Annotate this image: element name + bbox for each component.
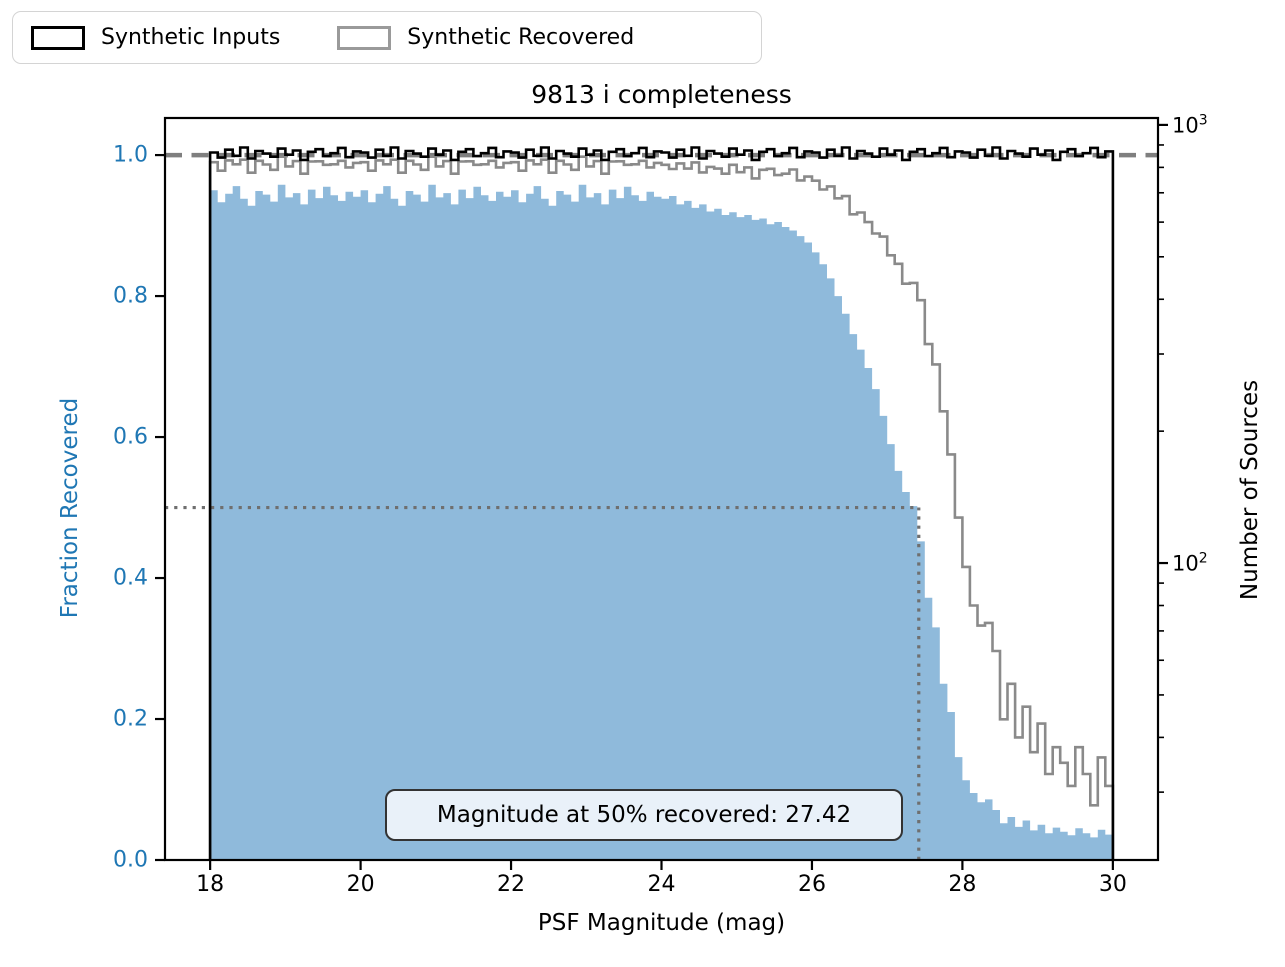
synthetic-recovered-step (208, 155, 1115, 860)
legend-label-inputs: Synthetic Inputs (101, 25, 281, 50)
fraction-recovered-hist (210, 184, 1113, 860)
x-tick-label: 24 (647, 872, 676, 897)
y-left-tick-label: 0.4 (113, 565, 148, 591)
x-tick-label: 22 (497, 872, 526, 897)
x-tick-label: 20 (346, 872, 375, 897)
legend-label-recovered: Synthetic Recovered (407, 25, 635, 50)
y-right-tick-label: 103 (1172, 112, 1208, 138)
y-left-tick-label: 0.8 (113, 283, 148, 309)
x-tick-label: 30 (1098, 872, 1127, 897)
x-axis-label: PSF Magnitude (mag) (537, 910, 786, 936)
x-tick-label: 28 (948, 872, 977, 897)
y-right-axis-label: Number of Sources (1237, 379, 1263, 601)
legend: Synthetic Inputs Synthetic Recovered (12, 11, 762, 64)
chart-title: 9813 i completeness (531, 80, 792, 109)
x-tick-label: 26 (797, 872, 826, 897)
y-left-axis-label: Fraction Recovered (57, 397, 83, 619)
y-left-tick-label: 0.6 (113, 424, 148, 450)
y-right-tick-label: 102 (1172, 550, 1208, 576)
legend-swatch-recovered-icon (337, 25, 392, 50)
synthetic-inputs-step (208, 146, 1115, 860)
x-tick-label: 18 (196, 872, 225, 897)
mag50-annotation: Magnitude at 50% recovered: 27.42 (385, 789, 903, 841)
legend-swatch-inputs-icon (31, 25, 85, 50)
mag50-annotation-text: Magnitude at 50% recovered: 27.42 (436, 802, 852, 828)
y-left-tick-label: 0.2 (113, 706, 148, 732)
y-left-tick-label: 1.0 (113, 142, 148, 168)
y-left-tick-label: 0.0 (113, 847, 148, 873)
